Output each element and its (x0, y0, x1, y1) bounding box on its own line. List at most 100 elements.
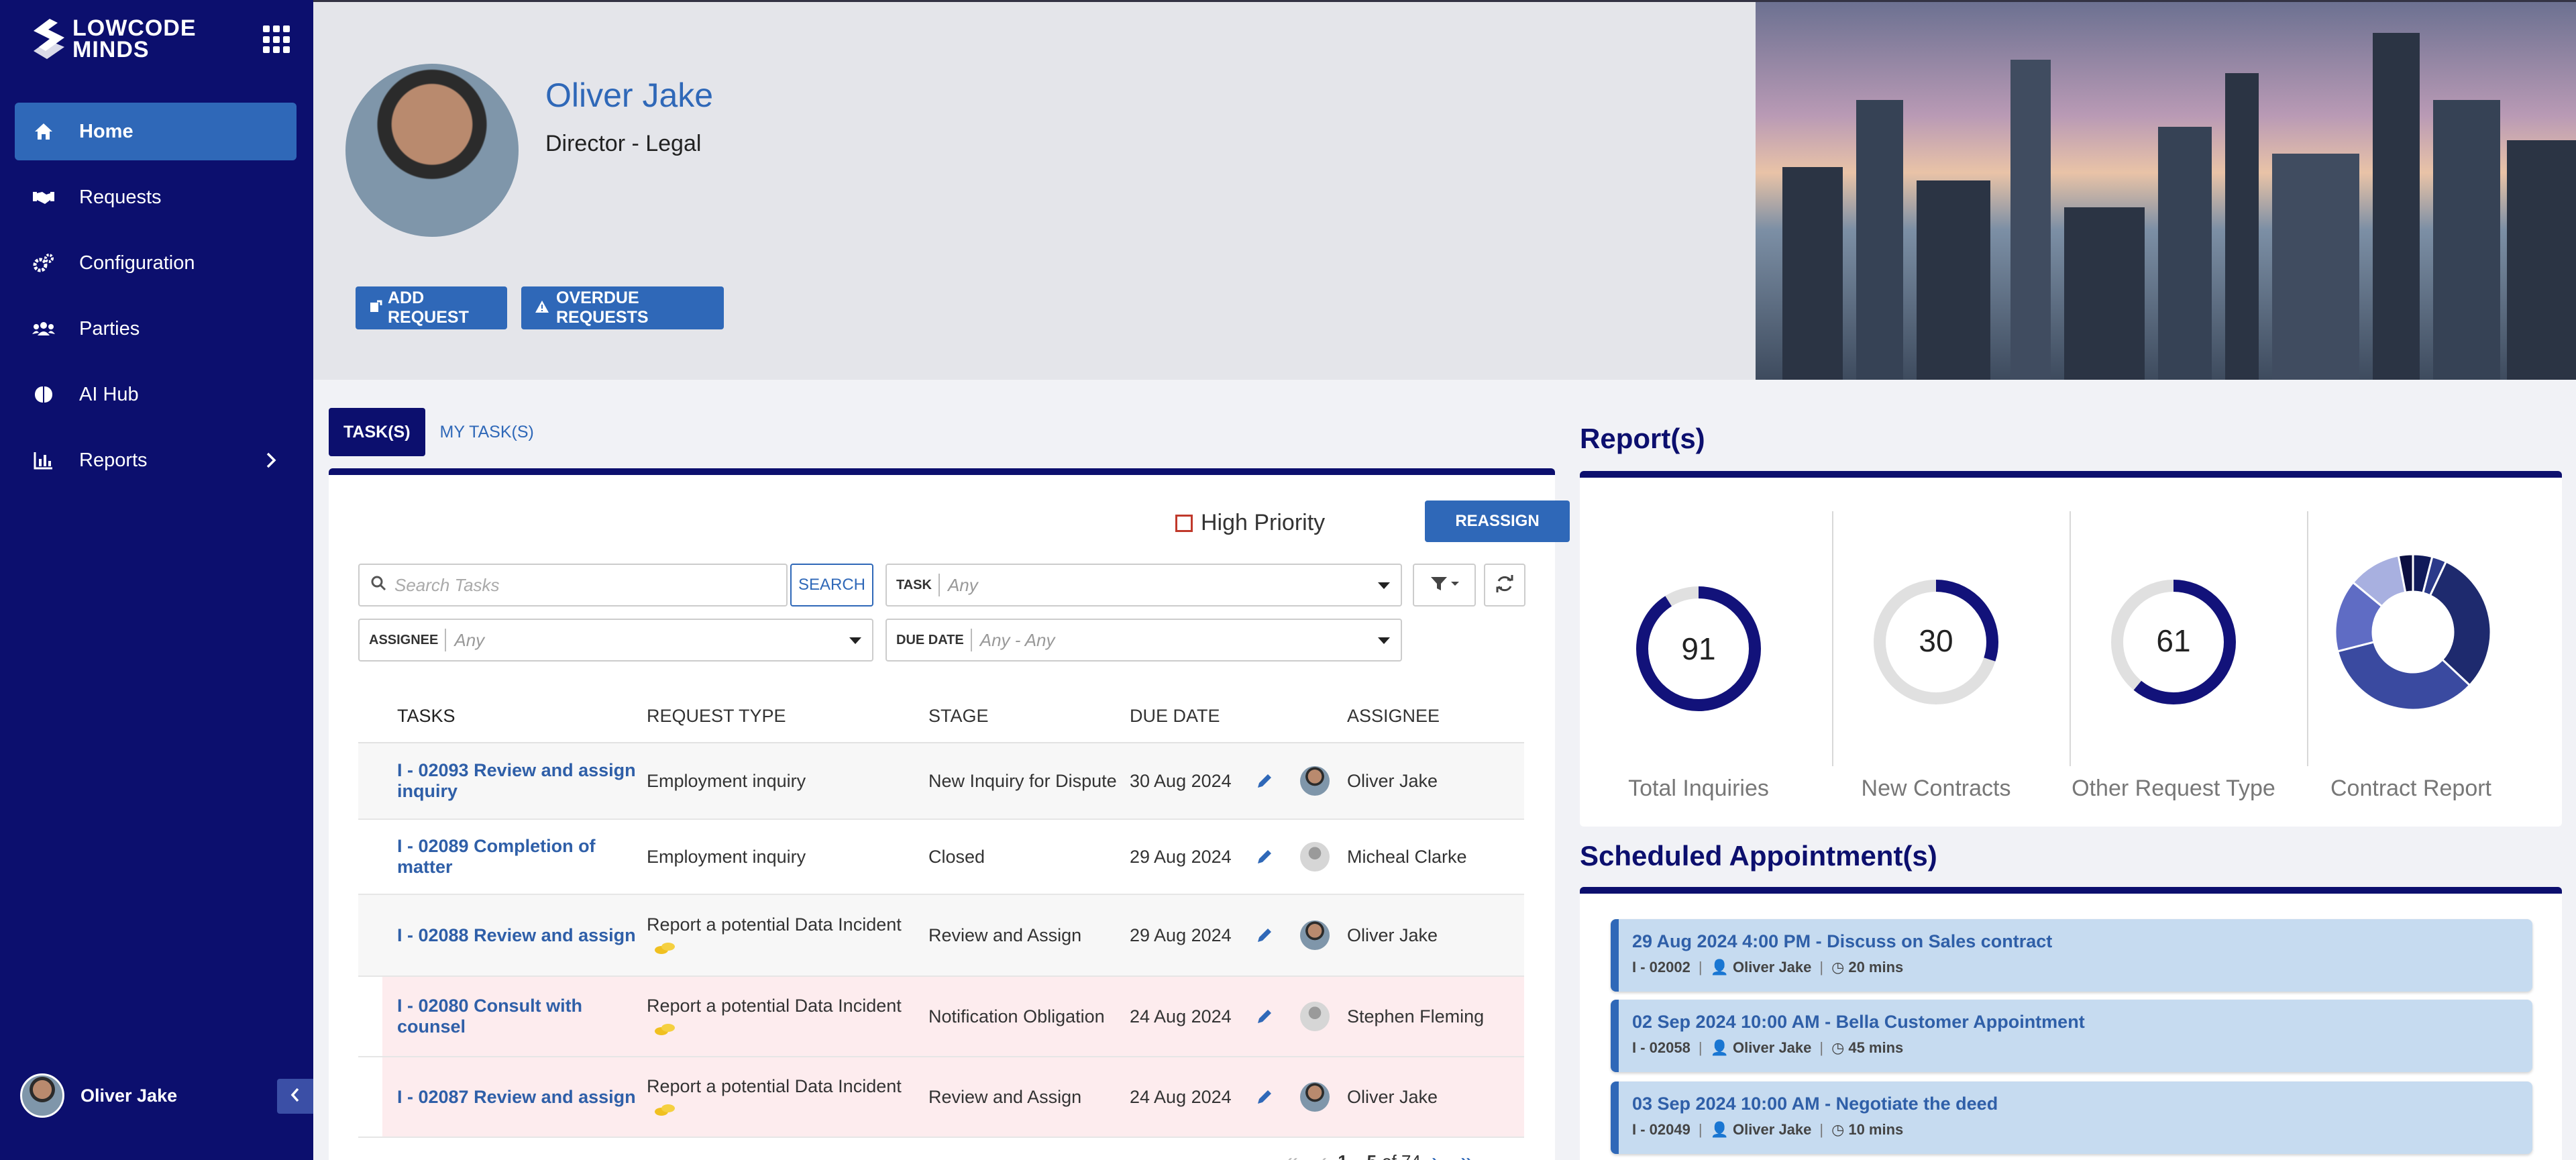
edit-icon[interactable] (1240, 1008, 1289, 1025)
profile-banner: Oliver Jake Director - Legal ADD REQUEST… (313, 0, 2576, 380)
assignee-cell: Oliver Jake (1340, 1087, 1521, 1108)
sidebar-item-home[interactable]: Home (15, 103, 297, 160)
appointment-item[interactable]: 03 Sep 2024 10:00 AM - Negotiate the dee… (1611, 1082, 2532, 1154)
due-date-cell: 29 Aug 2024 (1130, 925, 1240, 946)
appointment-person: Oliver Jake (1733, 959, 1811, 976)
task-link[interactable]: I - 02087 Review and assign (358, 1087, 647, 1108)
table-row[interactable]: I - 02089 Completion of matter Employmen… (358, 820, 1524, 895)
assignee-avatar (1300, 842, 1330, 872)
column-header-tasks[interactable]: TASKS (358, 706, 647, 727)
pagination: « ‹ 1 – 5 of 74 › » (1275, 1149, 1484, 1160)
high-priority-checkbox[interactable]: High Priority (1175, 510, 1325, 536)
handshake-icon (32, 186, 55, 209)
appointment-duration: 45 mins (1848, 1039, 1903, 1057)
due-date-cell: 29 Aug 2024 (1130, 847, 1240, 867)
kpi-contract-report[interactable]: Contract Report (2292, 505, 2530, 820)
profile-title: Director - Legal (545, 131, 701, 157)
prev-page-icon[interactable]: ‹ (1320, 1149, 1327, 1160)
kpi-label: Total Inquiries (1580, 776, 1817, 802)
table-row[interactable]: I - 02088 Review and assign Report a pot… (358, 895, 1524, 977)
due-date-cell: 24 Aug 2024 (1130, 1087, 1240, 1108)
brand-line2: MINDS (72, 39, 197, 60)
request-type-cell: Report a potential Data Incident (647, 1076, 902, 1096)
sidebar-item-requests[interactable]: Requests (15, 168, 297, 226)
table-row[interactable]: I - 02093 Review and assign inquiry Empl… (358, 743, 1524, 820)
brand-line1: LOWCODE (72, 17, 197, 39)
table-row[interactable]: I - 02087 Review and assign Report a pot… (358, 1057, 1524, 1138)
task-link[interactable]: I - 02089 Completion of matter (358, 836, 647, 878)
sidebar-item-label: Requests (79, 187, 162, 209)
sidebar-item-parties[interactable]: Parties (15, 300, 297, 358)
last-page-icon[interactable]: » (1460, 1149, 1473, 1160)
appointment-item[interactable]: 02 Sep 2024 10:00 AM - Bella Customer Ap… (1611, 1000, 2532, 1072)
assignee-filter-select[interactable]: ASSIGNEE Any (358, 619, 873, 662)
due-date-filter-select[interactable]: DUE DATE Any - Any (885, 619, 1402, 662)
add-request-icon (369, 299, 382, 318)
search-button[interactable]: SEARCH (790, 564, 873, 607)
reports-title: Report(s) (1580, 423, 1705, 455)
edit-icon[interactable] (1240, 927, 1289, 944)
first-page-icon[interactable]: « (1285, 1149, 1298, 1160)
page-range: 1 – 5 (1338, 1151, 1377, 1160)
sidebar-item-label: Home (79, 121, 133, 143)
appointment-id: I - 02058 (1632, 1039, 1690, 1057)
edit-icon[interactable] (1240, 1088, 1289, 1106)
assignee-avatar (1300, 1002, 1330, 1031)
task-link[interactable]: I - 02080 Consult with counsel (358, 996, 647, 1037)
edit-icon[interactable] (1240, 848, 1289, 865)
appointment-person: Oliver Jake (1733, 1121, 1811, 1139)
apps-grid-icon[interactable] (263, 25, 291, 54)
appointment-title: 03 Sep 2024 10:00 AM - Negotiate the dee… (1632, 1094, 2519, 1114)
coins-icon (653, 939, 676, 954)
clock-icon: ◷ (1831, 959, 1844, 976)
sidebar-item-reports[interactable]: Reports (15, 431, 297, 489)
kpi-other-request-type[interactable]: 61 Other Request Type (2055, 505, 2292, 820)
dropdown-caret-icon (1378, 637, 1390, 644)
task-link[interactable]: I - 02093 Review and assign inquiry (358, 760, 647, 802)
due-date-cell: 24 Aug 2024 (1130, 1006, 1240, 1027)
kpi-value: 30 (1817, 623, 2055, 659)
kpi-total-inquiries[interactable]: 91 Total Inquiries (1580, 505, 1817, 820)
sidebar-item-ai-hub[interactable]: AI Hub (15, 366, 297, 423)
kpi-new-contracts[interactable]: 30 New Contracts (1817, 505, 2055, 820)
assignee-cell: Oliver Jake (1340, 771, 1521, 792)
appointment-item[interactable]: 29 Aug 2024 4:00 PM - Discuss on Sales c… (1611, 919, 2532, 992)
filter-button[interactable] (1413, 564, 1476, 607)
request-type-cell: Employment inquiry (647, 847, 928, 867)
clock-icon: ◷ (1831, 1039, 1844, 1057)
column-header-assignee[interactable]: ASSIGNEE (1340, 706, 1521, 727)
sidebar-user[interactable]: Oliver Jake (20, 1073, 177, 1118)
overdue-requests-button[interactable]: OVERDUE REQUESTS (521, 286, 724, 329)
cogs-icon (32, 252, 55, 274)
column-header-request-type[interactable]: REQUEST TYPE (647, 706, 928, 727)
appointment-duration: 10 mins (1848, 1121, 1903, 1139)
edit-icon[interactable] (1240, 772, 1289, 790)
appointment-id: I - 02002 (1632, 959, 1690, 976)
column-header-due-date[interactable]: DUE DATE (1130, 706, 1240, 727)
stage-cell: Closed (928, 847, 1130, 867)
refresh-button[interactable] (1484, 564, 1525, 607)
brand-logo[interactable]: LOWCODE MINDS (30, 17, 197, 60)
task-link[interactable]: I - 02088 Review and assign (358, 925, 647, 946)
next-page-icon[interactable]: › (1432, 1149, 1439, 1160)
search-input[interactable]: Search Tasks (358, 564, 788, 607)
page-total: of 74 (1382, 1151, 1421, 1160)
table-row[interactable]: I - 02080 Consult with counsel Report a … (358, 977, 1524, 1057)
add-request-button[interactable]: ADD REQUEST (356, 286, 507, 329)
collapse-sidebar-button[interactable] (277, 1079, 313, 1114)
chevron-right-icon (266, 452, 276, 474)
tab-my-tasks[interactable]: MY TASK(S) (425, 408, 549, 456)
request-type-cell: Employment inquiry (647, 771, 928, 792)
appointment-person: Oliver Jake (1733, 1039, 1811, 1057)
reassign-button[interactable]: REASSIGN (1425, 500, 1570, 542)
due-date-cell: 30 Aug 2024 (1130, 771, 1240, 792)
tab-tasks[interactable]: TASK(S) (329, 408, 425, 456)
tasks-panel: High Priority REASSIGN Search Tasks SEAR… (329, 468, 1555, 1160)
column-header-stage[interactable]: STAGE (928, 706, 1130, 727)
kpi-label: Contract Report (2292, 776, 2530, 802)
sidebar-item-configuration[interactable]: Configuration (15, 234, 297, 292)
assignee-avatar (1300, 766, 1330, 796)
task-filter-select[interactable]: TASK Any (885, 564, 1402, 607)
kpi-label: New Contracts (1817, 776, 2055, 802)
sidebar-item-label: Parties (79, 318, 140, 340)
